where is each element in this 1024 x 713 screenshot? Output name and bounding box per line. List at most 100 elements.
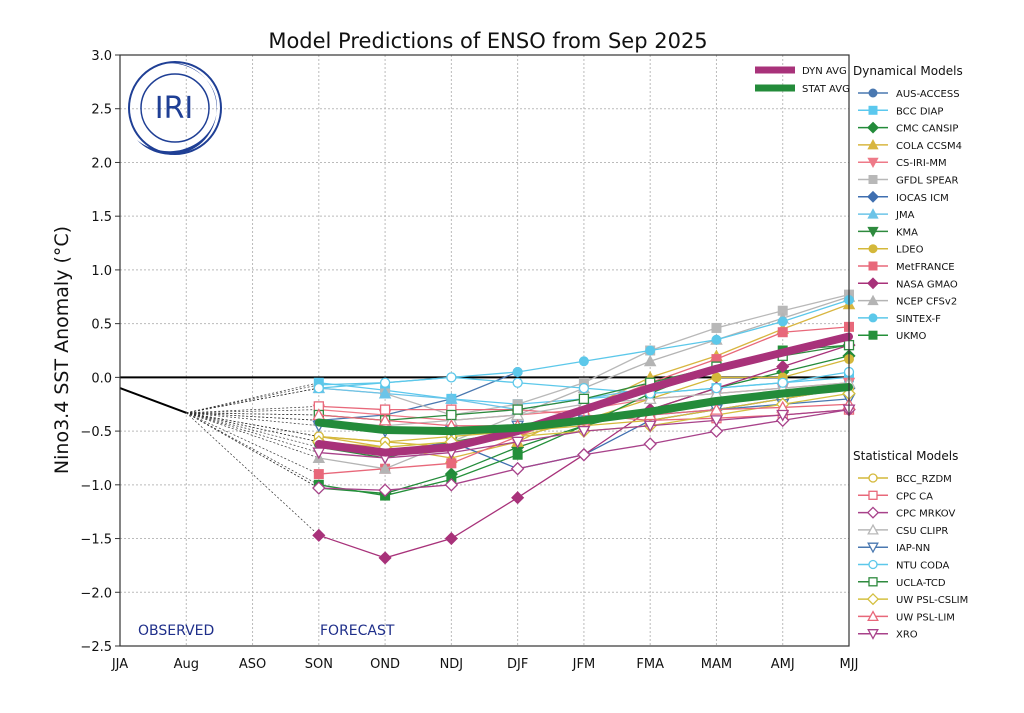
data-point: [512, 449, 523, 460]
legend-marker: [868, 473, 878, 483]
connector-line: [186, 387, 319, 414]
legend-title: Dynamical Models: [853, 64, 963, 78]
x-tick-label: FMA: [636, 657, 664, 672]
legend-label: AUS-ACCESS: [896, 89, 960, 100]
legend-marker: [868, 559, 878, 570]
legend-label: DYN AVG: [802, 66, 847, 77]
axes: JJA Aug ASO SON OND NDJ DJF JFM FMA MAM AMJ MJJ 3.0 2…: [80, 49, 858, 672]
y-tick-label: −1.0: [80, 479, 112, 494]
data-point: [378, 387, 392, 399]
y-tick-label: 1.5: [91, 210, 112, 225]
y-tick-label: 2.0: [91, 156, 112, 171]
x-tick-label: Aug: [174, 657, 199, 672]
x-tick-label: AMJ: [771, 657, 795, 672]
y-tick-label: 0.0: [91, 371, 112, 386]
connector-line: [186, 382, 319, 414]
data-point: [643, 420, 657, 433]
data-point: [444, 531, 458, 546]
legend-label: BCC_RZDM: [896, 474, 952, 485]
data-point: [313, 382, 324, 394]
data-point: [512, 377, 523, 388]
legend-label: JMA: [895, 210, 915, 221]
legend-label: IOCAS ICM: [896, 193, 949, 204]
legend-marker: [868, 88, 878, 98]
data-point: [578, 356, 589, 367]
x-tick-label: NDJ: [440, 657, 464, 672]
x-tick-label: DJF: [507, 657, 528, 672]
legend-label: GFDL SPEAR: [896, 176, 958, 187]
data-point: [711, 322, 722, 333]
data-point: [709, 415, 723, 428]
legend-marker: [867, 277, 879, 290]
legend-marker: [867, 226, 879, 238]
connector-line: [186, 412, 319, 475]
legend-label: CPC CA: [896, 491, 933, 502]
y-tick-label: −2.0: [80, 586, 112, 601]
y-tick-label: 3.0: [91, 49, 112, 64]
legend-label: CPC MRKOV: [896, 509, 955, 520]
legend-title: Statistical Models: [853, 449, 958, 463]
data-point: [512, 404, 523, 415]
series-line: [318, 387, 651, 411]
legend-marker: [867, 139, 879, 150]
legend-label: XRO: [896, 630, 918, 641]
connector-line: [186, 412, 319, 437]
legend-marker: [868, 261, 878, 271]
data-point: [313, 469, 324, 480]
connector-line: [186, 412, 319, 489]
data-point: [446, 458, 457, 469]
data-point: [776, 360, 790, 374]
legend-marker: [868, 313, 878, 323]
legend-marker: [866, 592, 880, 606]
legend-label: CSU CLIPR: [896, 526, 948, 537]
y-axis-label: Nino3.4 SST Anomaly (°C): [51, 226, 73, 474]
y-tick-label: 0.5: [91, 318, 112, 333]
data-point: [643, 437, 657, 451]
data-point: [379, 377, 391, 388]
x-tick-label: MJJ: [840, 657, 859, 672]
y-tick-label: −2.5: [80, 640, 112, 655]
data-point: [711, 334, 722, 345]
legend-label: NCEP CFSv2: [896, 297, 957, 308]
data-point: [378, 551, 392, 565]
legend-label: CS-IRI-MM: [896, 158, 947, 169]
connector-line: [186, 412, 319, 443]
data-point: [378, 462, 392, 474]
chart-title: Model Predictions of ENSO from Sep 2025: [268, 29, 707, 53]
legend-marker: [866, 506, 880, 519]
legend-marker: [868, 577, 878, 587]
series-cpc-mrkov: [312, 402, 856, 497]
x-tick-label: JJA: [111, 657, 128, 672]
data-point: [378, 483, 392, 497]
legend-label: UW PSL-CSLIM: [896, 595, 968, 606]
plot-frame: [119, 54, 850, 647]
x-tick-label: OND: [370, 657, 400, 672]
x-tick-label: JFM: [572, 657, 596, 672]
iri-logo: IRI: [128, 61, 222, 155]
legend-label: IAP-NN: [896, 543, 930, 554]
legend-label: UCLA-TCD: [896, 578, 946, 589]
legend-marker: [867, 190, 879, 203]
observed-line: [119, 387, 187, 414]
data-point: [577, 425, 591, 438]
legend-label: BCC DIAP: [896, 106, 943, 117]
legend-label: NTU CODA: [896, 561, 949, 572]
connector-line: [186, 412, 319, 448]
data-point: [776, 409, 790, 422]
legend-label: COLA CCSM4: [896, 141, 962, 152]
legend-marker: [867, 208, 879, 219]
connector-line: [186, 412, 319, 453]
connector-line: [186, 384, 319, 414]
legend-marker: [867, 294, 879, 306]
data-point: [312, 447, 326, 460]
legend-label: LDEO: [896, 245, 924, 256]
data-point: [312, 528, 326, 542]
legend-marker: [867, 121, 879, 134]
y-tick-label: −1.5: [80, 533, 112, 548]
logo-text: IRI: [155, 91, 194, 126]
legend-marker: [868, 244, 878, 254]
data-point: [643, 354, 657, 367]
legend-label: SINTEX-F: [896, 314, 941, 325]
legend-marker: [867, 157, 879, 169]
y-tick-label: −0.5: [80, 425, 112, 440]
